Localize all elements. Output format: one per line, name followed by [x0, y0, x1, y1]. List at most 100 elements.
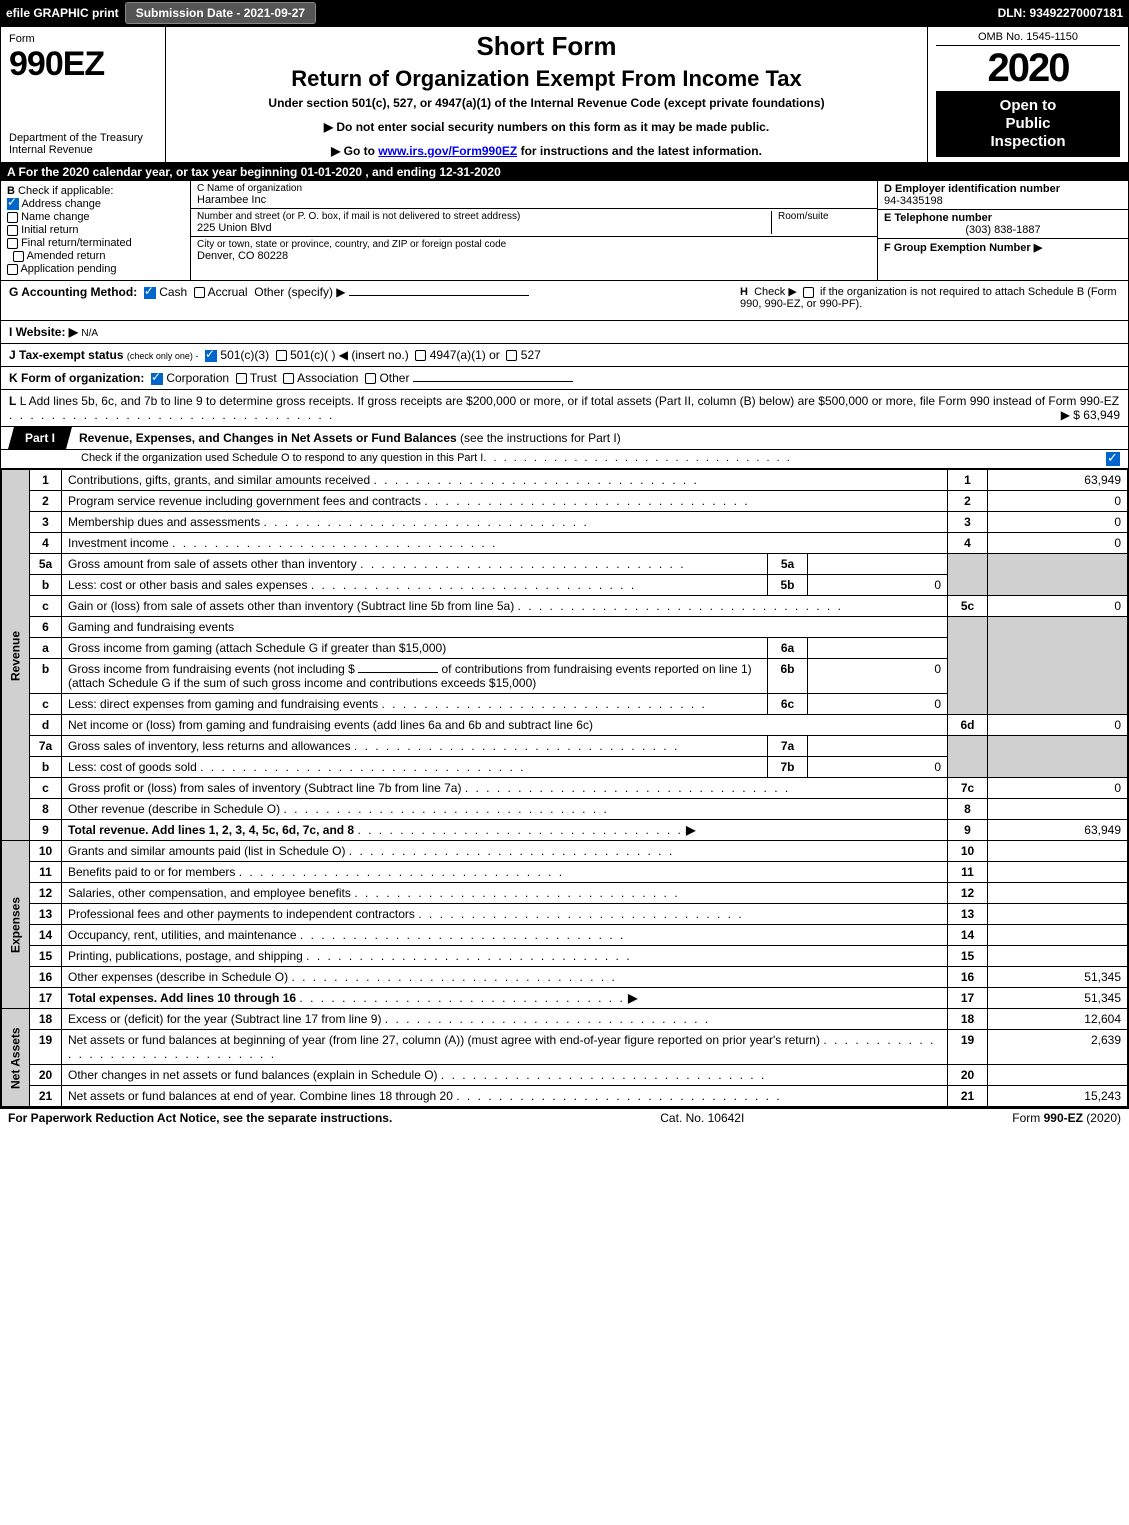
org-info-grid: B Check if applicable: Address change Na…: [1, 181, 1128, 281]
corporation-label: Corporation: [166, 371, 229, 385]
h-checkbox[interactable]: [803, 287, 814, 298]
city-label: City or town, state or province, country…: [197, 239, 871, 250]
submission-date-button[interactable]: Submission Date - 2021-09-27: [125, 2, 316, 24]
cash-label: Cash: [159, 285, 187, 299]
line-11: 11Benefits paid to or for members 11: [2, 862, 1128, 883]
line-9: 9 Total revenue. Add lines 1, 2, 3, 4, 5…: [2, 820, 1128, 841]
527-checkbox[interactable]: [506, 350, 517, 361]
check-if-label: Check if applicable:: [18, 185, 113, 197]
4947-label: 4947(a)(1) or: [430, 348, 500, 362]
other-org-checkbox[interactable]: [365, 373, 376, 384]
association-label: Association: [297, 371, 358, 385]
ssn-warning: ▶ Do not enter social security numbers o…: [176, 120, 917, 134]
tax-year: 2020: [936, 46, 1120, 91]
room-suite-label: Room/suite: [771, 211, 871, 234]
paperwork-notice: For Paperwork Reduction Act Notice, see …: [8, 1111, 392, 1125]
inspection-box: Open to Public Inspection: [936, 91, 1120, 157]
name-change-checkbox[interactable]: [7, 212, 18, 223]
line-21: 21Net assets or fund balances at end of …: [2, 1086, 1128, 1107]
501c-checkbox[interactable]: [276, 350, 287, 361]
l-text: L Add lines 5b, 6c, and 7b to line 9 to …: [20, 394, 1119, 408]
j-label: J Tax-exempt status: [9, 348, 124, 362]
line-5c: c Gain or (loss) from sale of assets oth…: [2, 596, 1128, 617]
application-pending-checkbox[interactable]: [7, 264, 18, 275]
initial-return-label: Initial return: [21, 224, 78, 236]
line-17: 17Total expenses. Add lines 10 through 1…: [2, 988, 1128, 1009]
form-header: Form 990EZ Department of the Treasury In…: [1, 27, 1128, 163]
line-19: 19Net assets or fund balances at beginni…: [2, 1030, 1128, 1065]
form-frame: Form 990EZ Department of the Treasury In…: [0, 26, 1129, 1108]
line-12: 12Salaries, other compensation, and empl…: [2, 883, 1128, 904]
schedule-o-text: Check if the organization used Schedule …: [81, 452, 483, 466]
address-change-label: Address change: [21, 198, 101, 210]
d-ein-label: D Employer identification number: [884, 183, 1060, 195]
schedule-o-check-row: Check if the organization used Schedule …: [1, 450, 1128, 469]
org-name: Harambee Inc: [197, 194, 871, 206]
dept-label: Department of the Treasury: [9, 132, 157, 144]
part1-table: Revenue 1 Contributions, gifts, grants, …: [1, 469, 1128, 1107]
line-7a: 7a Gross sales of inventory, less return…: [2, 736, 1128, 757]
schedule-o-checkbox[interactable]: [1106, 452, 1120, 466]
line-1: Revenue 1 Contributions, gifts, grants, …: [2, 470, 1128, 491]
return-title: Return of Organization Exempt From Incom…: [176, 66, 917, 92]
dln-label: DLN: 93492270007181: [998, 6, 1123, 20]
association-checkbox[interactable]: [283, 373, 294, 384]
trust-checkbox[interactable]: [236, 373, 247, 384]
application-label: Application pending: [20, 263, 116, 275]
accounting-method-row: G Accounting Method: Cash Accrual Other …: [1, 281, 1128, 321]
cat-no: Cat. No. 10642I: [660, 1111, 744, 1125]
line-10: Expenses 10 Grants and similar amounts p…: [2, 841, 1128, 862]
corporation-checkbox[interactable]: [151, 373, 163, 385]
amended-return-checkbox[interactable]: [13, 251, 24, 262]
line-6d: d Net income or (loss) from gaming and f…: [2, 715, 1128, 736]
insert-no-label: ◀ (insert no.): [339, 348, 409, 362]
row-a-tax-year: A For the 2020 calendar year, or tax yea…: [1, 163, 1128, 181]
net-assets-sidelabel: Net Assets: [2, 1009, 30, 1107]
4947-checkbox[interactable]: [415, 350, 426, 361]
addr-label: Number and street (or P. O. box, if mail…: [197, 211, 771, 222]
line-2: 2 Program service revenue including gove…: [2, 491, 1128, 512]
line-13: 13Professional fees and other payments t…: [2, 904, 1128, 925]
under-section: Under section 501(c), 527, or 4947(a)(1)…: [176, 96, 917, 110]
501c3-checkbox[interactable]: [205, 350, 217, 362]
h-check-text: Check ▶: [754, 286, 797, 298]
irs-link[interactable]: www.irs.gov/Form990EZ: [378, 144, 517, 158]
l-amount: ▶ $ 63,949: [1061, 408, 1120, 422]
city-state-zip: Denver, CO 80228: [197, 250, 871, 262]
line-20: 20Other changes in net assets or fund ba…: [2, 1065, 1128, 1086]
efile-label: efile GRAPHIC print: [6, 6, 119, 20]
cash-checkbox[interactable]: [144, 287, 156, 299]
form-label: Form: [9, 33, 157, 45]
website-row: I Website: ▶ N/A: [1, 321, 1128, 344]
527-label: 527: [521, 348, 541, 362]
address-change-checkbox[interactable]: [7, 198, 19, 210]
street-address: 225 Union Blvd: [197, 222, 771, 234]
part1-title: Revenue, Expenses, and Changes in Net As…: [79, 431, 457, 445]
form-footer: For Paperwork Reduction Act Notice, see …: [0, 1108, 1129, 1127]
website-value: N/A: [81, 328, 98, 339]
form-of-org-row: K Form of organization: Corporation Trus…: [1, 367, 1128, 390]
form-number: 990EZ: [9, 45, 157, 84]
c-name-label: C Name of organization: [197, 183, 871, 194]
line-5a: 5a Gross amount from sale of assets othe…: [2, 554, 1128, 575]
line-16: 16Other expenses (describe in Schedule O…: [2, 967, 1128, 988]
g-label: G Accounting Method:: [9, 285, 137, 299]
line-3: 3 Membership dues and assessments 3 0: [2, 512, 1128, 533]
h-label: H: [740, 286, 748, 298]
line-8: 8 Other revenue (describe in Schedule O)…: [2, 799, 1128, 820]
final-return-checkbox[interactable]: [7, 238, 18, 249]
goto-pre: ▶ Go to: [331, 144, 378, 158]
irs-label: Internal Revenue: [9, 144, 157, 156]
final-return-label: Final return/terminated: [21, 237, 132, 249]
top-bar: efile GRAPHIC print Submission Date - 20…: [0, 0, 1129, 26]
initial-return-checkbox[interactable]: [7, 225, 18, 236]
revenue-sidelabel: Revenue: [2, 470, 30, 841]
name-change-label: Name change: [21, 211, 90, 223]
amended-label: Amended return: [27, 250, 106, 262]
accrual-checkbox[interactable]: [194, 287, 205, 298]
e-tel-label: E Telephone number: [884, 212, 992, 224]
line-7c: c Gross profit or (loss) from sales of i…: [2, 778, 1128, 799]
501c3-label: 501(c)(3): [220, 348, 269, 362]
accrual-label: Accrual: [208, 285, 248, 299]
tax-exempt-row: J Tax-exempt status (check only one) - 5…: [1, 344, 1128, 367]
